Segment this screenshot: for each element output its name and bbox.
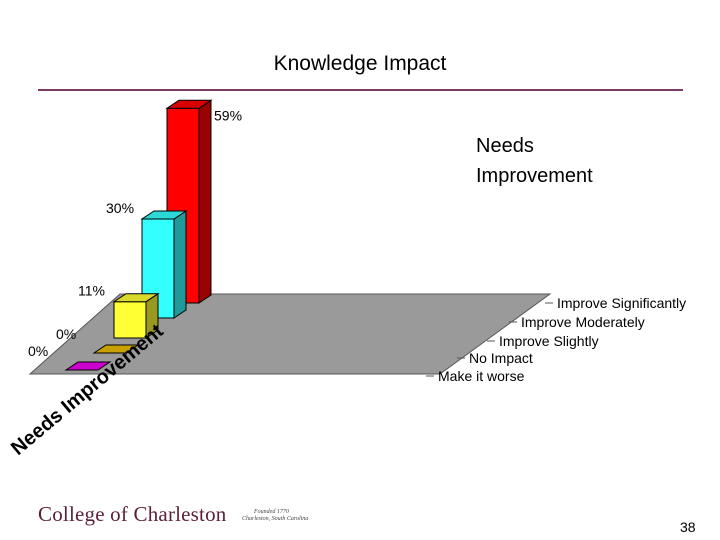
bar-top-2 bbox=[112, 293, 160, 303]
series-label-needs: Needs bbox=[476, 135, 534, 157]
bar-2 bbox=[112, 292, 160, 339]
value-label-0: 59% bbox=[214, 107, 242, 123]
bar-top-1 bbox=[140, 210, 188, 220]
category-label-3: No Impact bbox=[469, 350, 533, 366]
value-label-1: 30% bbox=[106, 200, 134, 216]
bar-0 bbox=[165, 99, 213, 304]
slide-number: 38 bbox=[680, 519, 696, 535]
bar-top-0 bbox=[165, 99, 213, 109]
college-seal: Founded 1770 Charleston, South Carolina bbox=[242, 509, 308, 522]
bar-side-0 bbox=[198, 99, 212, 304]
bar-flat-4 bbox=[64, 361, 112, 371]
college-logo: College of Charleston bbox=[38, 502, 227, 526]
bar-side-1 bbox=[173, 210, 187, 319]
category-label-0: Improve Significantly bbox=[557, 295, 686, 311]
title-divider bbox=[38, 89, 683, 91]
value-label-4: 0% bbox=[28, 343, 48, 359]
chart-title: Knowledge Impact bbox=[273, 52, 447, 75]
value-label-2: 11% bbox=[78, 283, 105, 299]
bar-4 bbox=[64, 361, 112, 371]
value-label-3: 0% bbox=[56, 326, 76, 342]
bar-flat-3 bbox=[92, 344, 140, 354]
category-label-1: Improve Moderately bbox=[521, 314, 645, 330]
category-label-4: Make it worse bbox=[438, 368, 525, 384]
series-label-improvement: Improvement bbox=[476, 165, 593, 187]
category-label-2: Improve Slightly bbox=[499, 333, 599, 349]
bar-3 bbox=[92, 344, 140, 354]
svg-text:Founded 1770: Founded 1770 bbox=[253, 509, 289, 515]
svg-text:Charleston, South Carolina: Charleston, South Carolina bbox=[242, 516, 308, 522]
